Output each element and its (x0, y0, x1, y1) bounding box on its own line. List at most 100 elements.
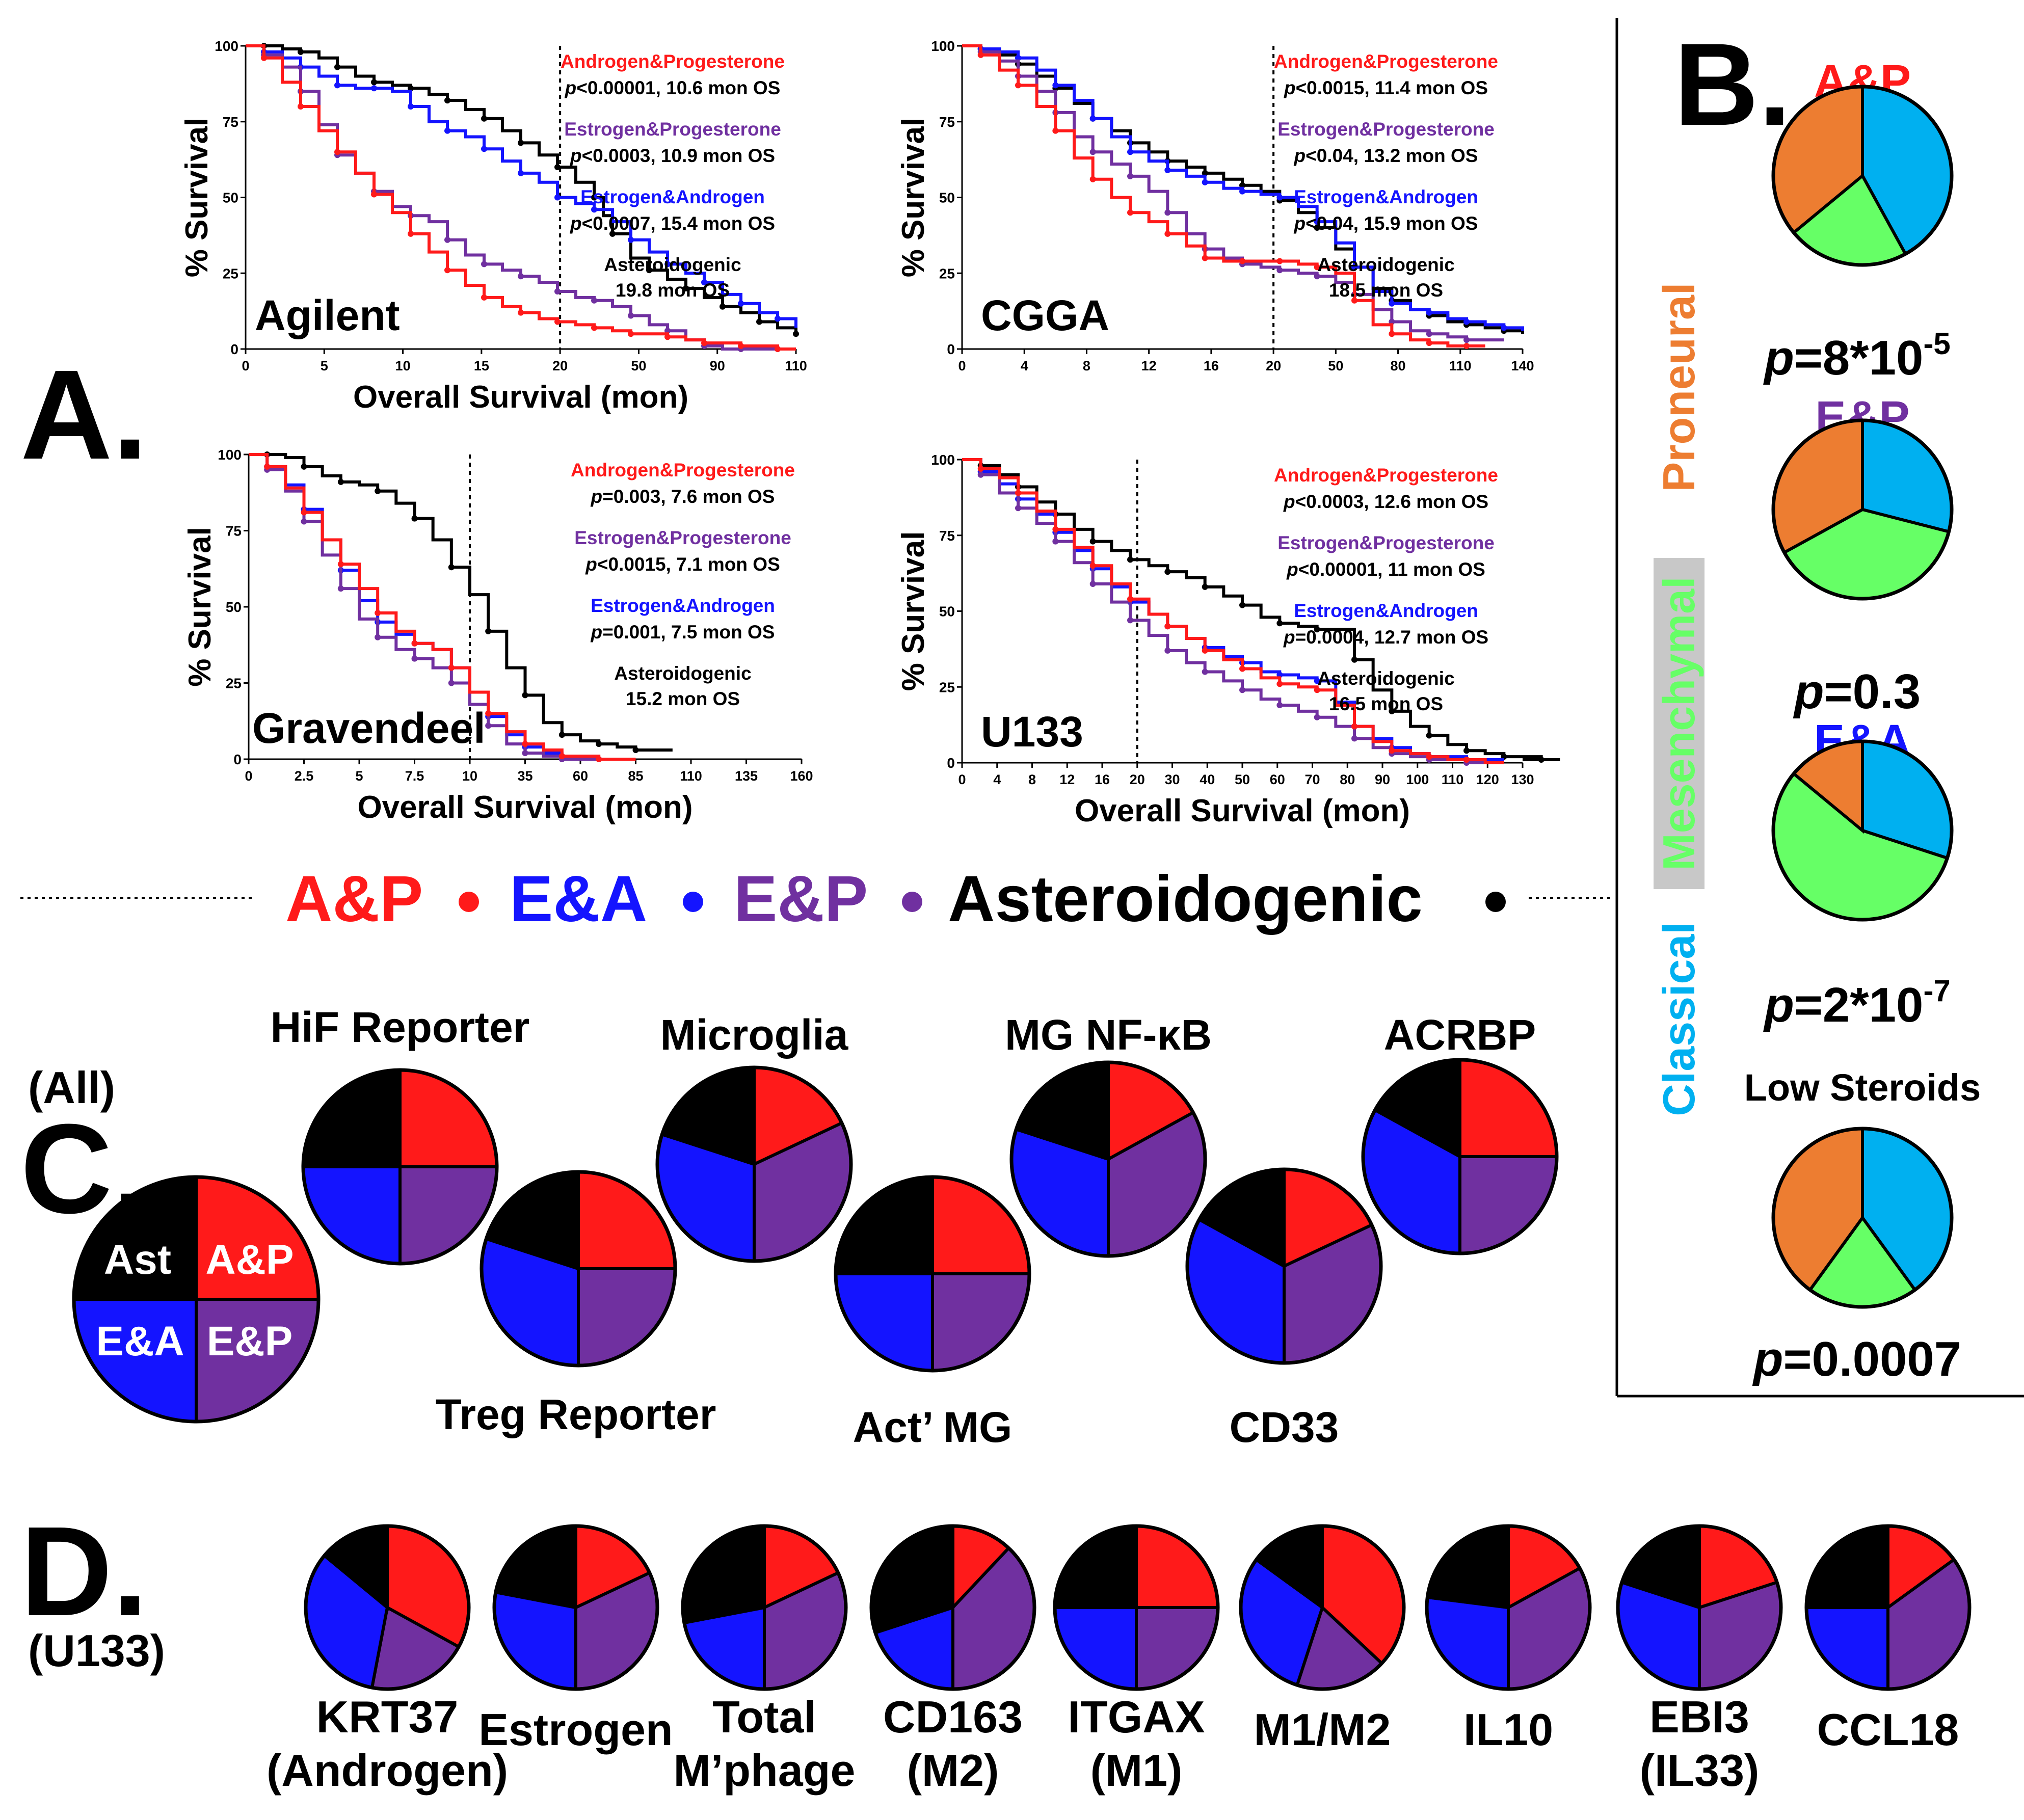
panel-c: (All) HiF Reporter Treg Reporter Microglia A… (28, 1003, 1559, 1451)
censor-mark-ap (1164, 230, 1171, 237)
plot-title: Gravendeel (252, 704, 486, 752)
censor-mark-ap (1015, 490, 1021, 496)
censor-mark-ea (408, 103, 414, 110)
p-value: <0.0003, 10.9 mon OS (582, 145, 775, 166)
u133-pie (1053, 1524, 1220, 1691)
x-tick-label: 0 (958, 358, 966, 373)
censor-mark-ast (1089, 538, 1096, 545)
censor-mark-ep (1463, 337, 1470, 343)
censor-mark-ap (1089, 176, 1096, 182)
censor-mark-ast (485, 628, 492, 634)
annotation-stat: p<0.0007, 15.4 mon OS (570, 213, 775, 234)
censor-mark-ast (646, 267, 652, 274)
censor-mark-ap (261, 55, 267, 61)
annotation-name: Androgen&Progesterone (1274, 465, 1498, 486)
x-tick-label: 5 (321, 358, 328, 373)
annotation-name: Asteroidogenic (604, 254, 741, 275)
censor-mark-ea (554, 194, 561, 201)
censor-mark-ea (1052, 82, 1059, 89)
u133-pie (1616, 1524, 1783, 1691)
annotation-stat: p<0.0003, 12.6 mon OS (1283, 491, 1488, 512)
x-tick-label: 140 (1511, 358, 1534, 373)
x-tick-label: 110 (1442, 772, 1464, 787)
cohort-label-u133: (U133) (28, 1625, 165, 1676)
p-symbol: p (1752, 1332, 1783, 1386)
p-exponent: -7 (1923, 974, 1950, 1008)
y-tick-label: 75 (939, 528, 955, 544)
censor-mark-ast (756, 318, 762, 325)
censor-mark-ep (1426, 331, 1432, 337)
censor-mark-ast (793, 331, 799, 337)
y-tick-label: 25 (939, 265, 955, 281)
u133-pie (681, 1524, 848, 1691)
p-value: <0.0015, 7.1 mon OS (597, 554, 780, 575)
pie-outline (655, 1065, 853, 1263)
legend-label-ap: A&P (285, 863, 423, 935)
plot-title: U133 (981, 708, 1083, 756)
survival-curve-ast (249, 453, 673, 752)
censor-mark-ea (371, 85, 377, 92)
censor-mark-ea (664, 261, 671, 267)
censor-mark-ea (444, 127, 450, 134)
censor-mark-ast (558, 732, 565, 738)
cohort-label-all: (All) (28, 1062, 115, 1113)
x-tick-label: 50 (631, 358, 646, 373)
x-tick-label: 70 (1304, 772, 1320, 787)
censor-mark-ap (1276, 258, 1283, 264)
legend-dot-ap (459, 892, 479, 912)
y-tick-label: 0 (233, 752, 242, 767)
y-tick-label: 0 (947, 755, 955, 771)
p-value: <0.04, 15.9 mon OS (1306, 213, 1478, 234)
censor-mark-ap (444, 267, 450, 274)
annotation-name: Estrogen&Progesterone (564, 119, 781, 140)
censor-mark-ap (337, 561, 344, 568)
censor-mark-ap (371, 191, 377, 198)
pie-outline (1239, 1524, 1406, 1691)
x-tick-label: 16 (1204, 358, 1219, 373)
survival-curve-ap (962, 44, 1485, 348)
censor-mark-ep (1015, 505, 1021, 512)
censor-mark-ast (1314, 626, 1320, 633)
p-symbol: p (1283, 491, 1295, 512)
key-pie-label-ast: Ast (104, 1237, 171, 1283)
pie-outline (834, 1175, 1031, 1373)
censor-mark-ap (1351, 723, 1357, 730)
annotation-name: Estrogen&Progesterone (1277, 119, 1495, 140)
censor-mark-ep (1089, 149, 1096, 155)
annotation-name: Asteroidogenic (1317, 668, 1454, 689)
x-tick-label: 15 (474, 358, 489, 373)
censor-mark-ast (596, 741, 602, 747)
legend-dot-ea (683, 892, 703, 912)
subtype-pie-pvalue: p=2*10-7 (1763, 974, 1951, 1032)
u133-pie-label: M1/M2 (1254, 1704, 1391, 1755)
annotation-stat: p<0.0003, 10.9 mon OS (570, 145, 775, 166)
censor-mark-ast (1239, 602, 1245, 608)
p-value: =0.0007 (1783, 1332, 1961, 1386)
y-tick-label: 25 (226, 676, 242, 691)
censor-mark-ep (1202, 668, 1208, 675)
censor-mark-ast (481, 115, 487, 122)
group-pie-label: Microglia (660, 1011, 849, 1059)
p-value: =0.0004, 12.7 mon OS (1295, 627, 1488, 648)
annotation-stat: p<0.00001, 10.6 mon OS (565, 77, 781, 98)
x-tick-label: 130 (1511, 772, 1534, 787)
censor-mark-ap (1239, 665, 1245, 672)
censor-mark-ap (1463, 343, 1470, 350)
x-tick-label: 60 (1270, 772, 1285, 787)
subtype-pie-pvalue: p=0.3 (1793, 664, 1921, 719)
censor-mark-ep (411, 655, 418, 662)
censor-mark-ap (411, 640, 418, 647)
p-symbol: p (565, 77, 577, 98)
censor-mark-ep (522, 750, 528, 757)
censor-mark-ea (1239, 188, 1245, 195)
annotation-stat: p=0.001, 7.5 mon OS (591, 622, 775, 643)
censor-mark-ep (1276, 267, 1283, 274)
censor-mark-ap (558, 753, 565, 760)
pie-outline (1771, 85, 1954, 267)
pie-outline (480, 1170, 677, 1368)
p-value: <0.00001, 10.6 mon OS (576, 77, 780, 98)
x-axis-label: Overall Survival (mon) (1075, 793, 1410, 828)
plot-title: CGGA (981, 291, 1109, 339)
annotation-name: Estrogen&Androgen (1294, 186, 1478, 207)
legend-dot-ast (1485, 892, 1506, 912)
